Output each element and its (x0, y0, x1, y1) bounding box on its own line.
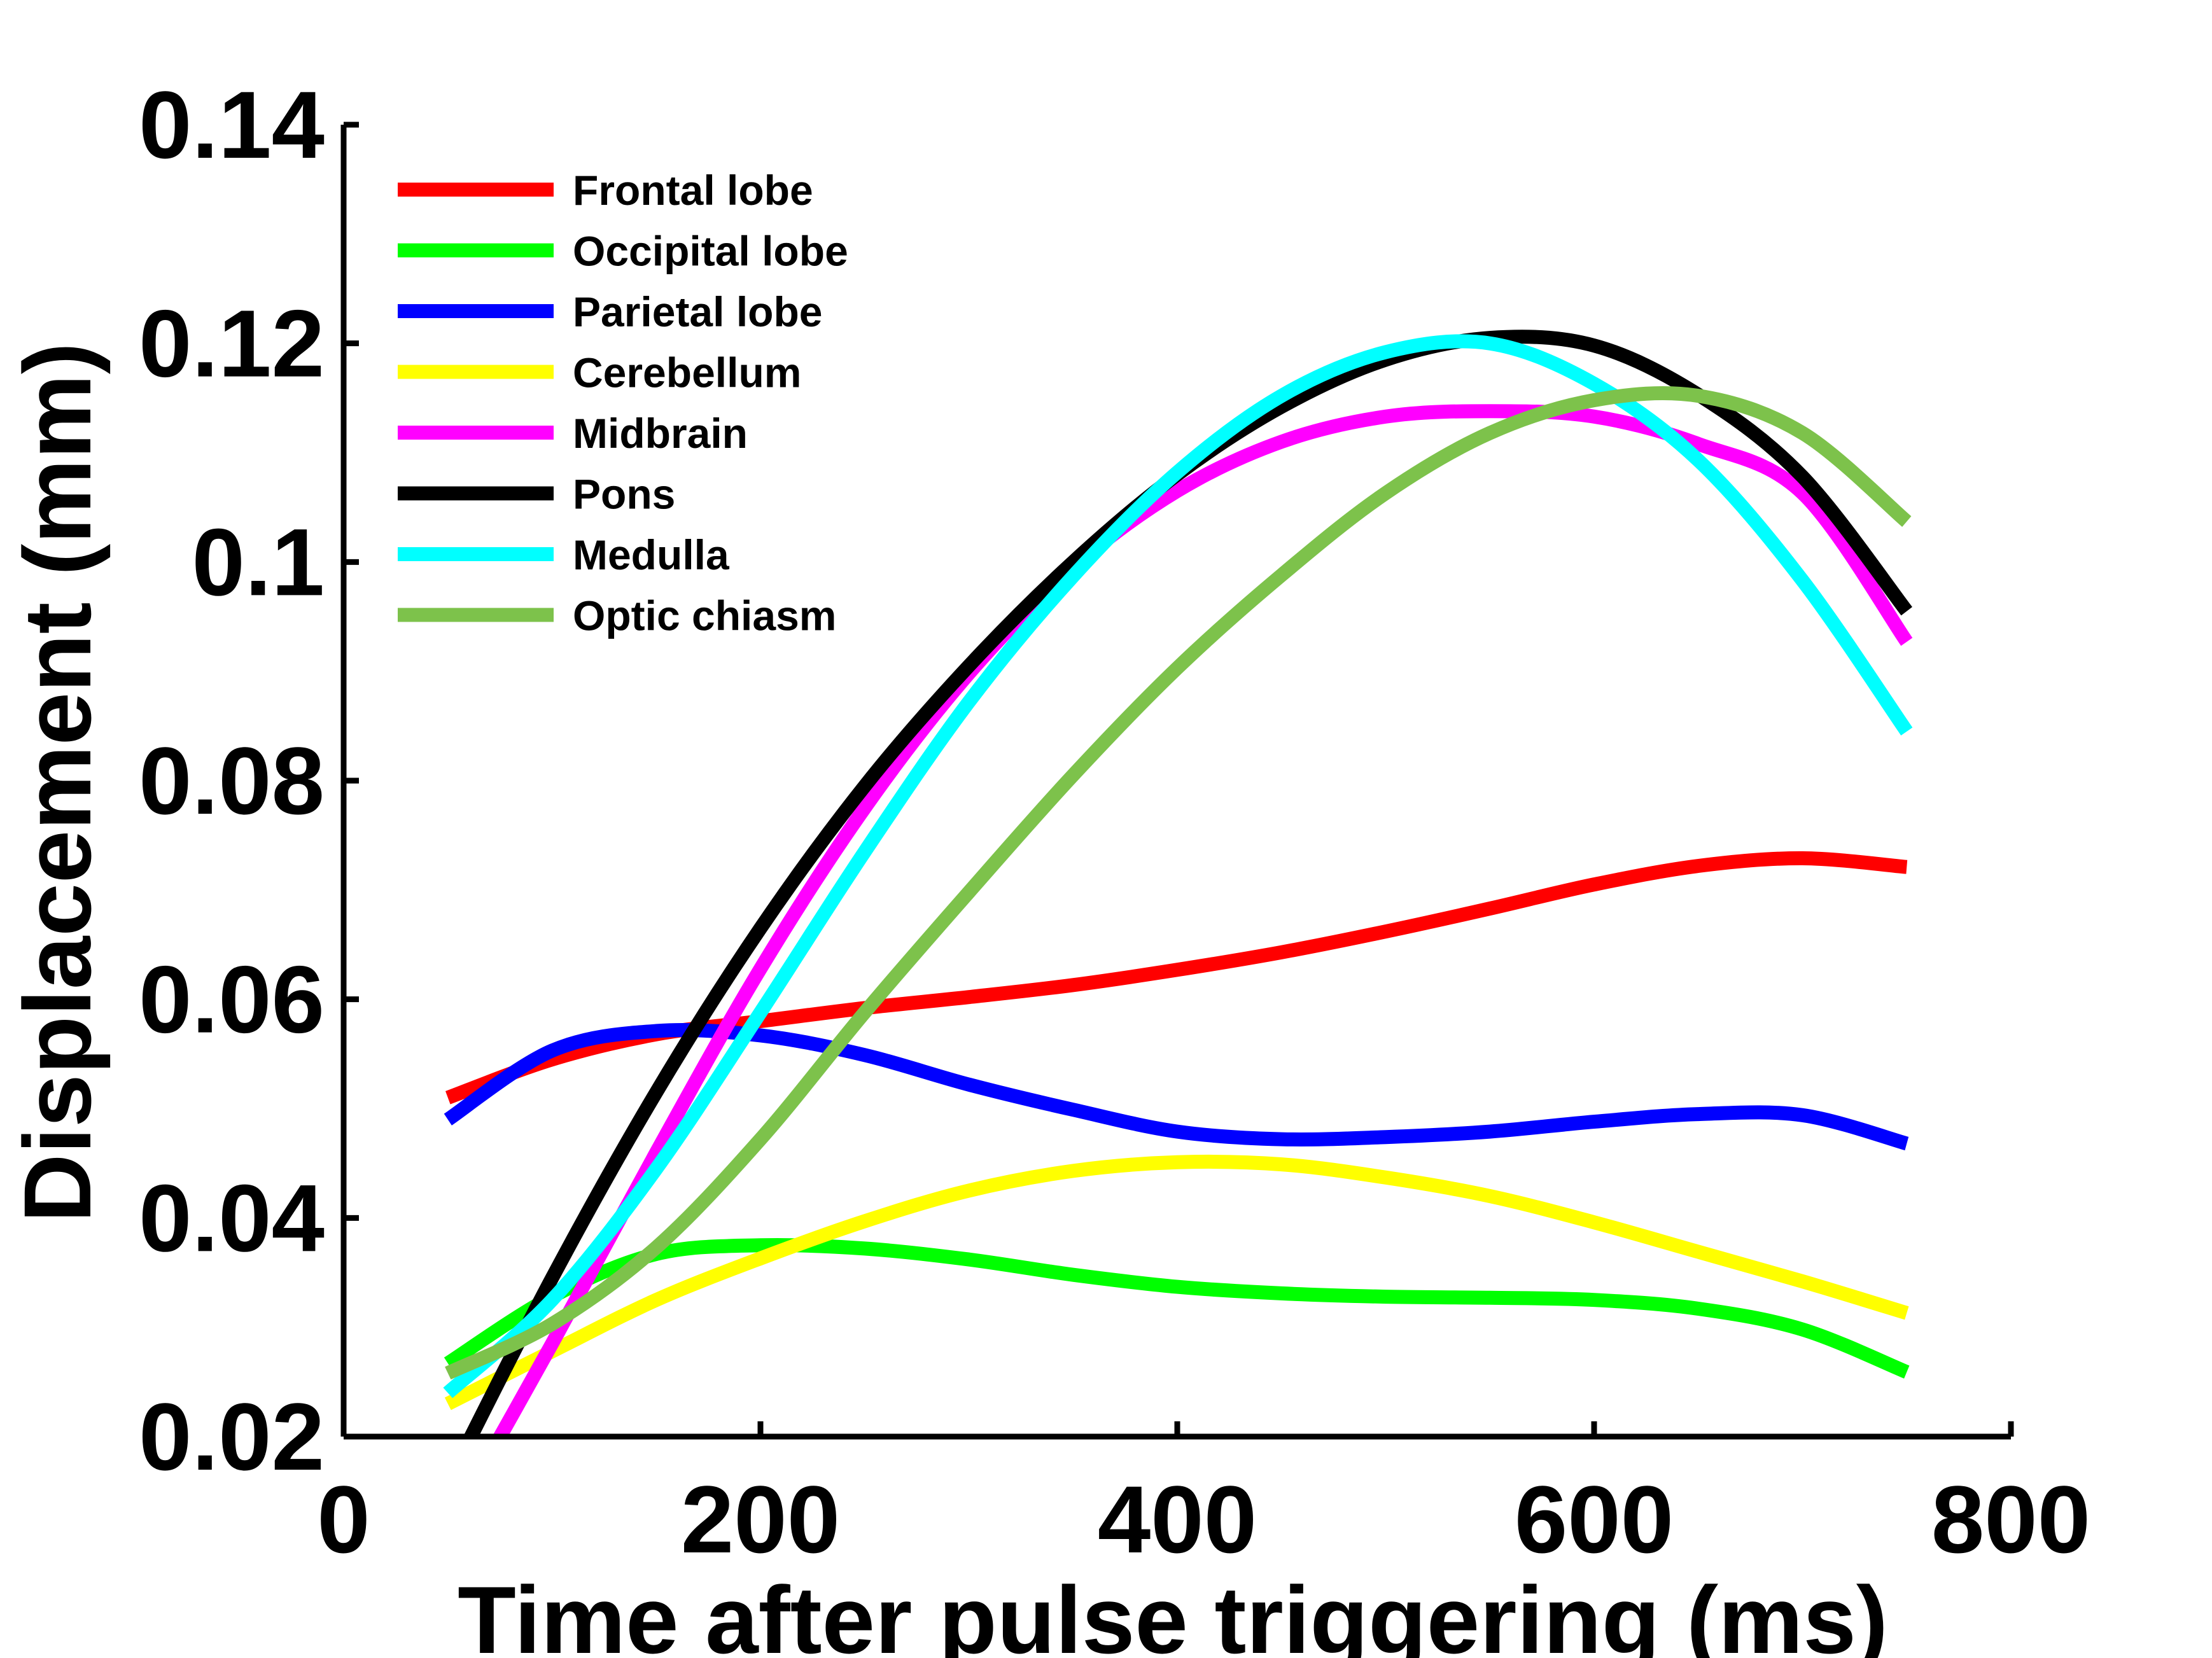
x-tick-label: 400 (1098, 1466, 1257, 1573)
legend: Frontal lobe Occipital lobe Parietal lobe C… (398, 167, 848, 639)
x-axis-title: Time after pulse triggering (ms) (458, 1566, 1888, 1658)
x-tick-label: 0 (317, 1466, 370, 1573)
y-tick-label: 0.12 (139, 290, 325, 397)
series-line-cerebellum (444, 1154, 1909, 1411)
legend-label-frontal-lobe: Frontal lobe (573, 167, 813, 214)
y-axis-title: Displacement (mm) (4, 342, 111, 1223)
x-tick-label: 800 (1931, 1466, 2090, 1573)
y-tick-label: 0.14 (139, 71, 325, 178)
x-tick-label: 200 (681, 1466, 840, 1573)
legend-label-optic-chiasm: Optic chiasm (573, 592, 836, 639)
y-tick-label: 0.1 (192, 508, 325, 615)
legend-label-occipital-lobe: Occipital lobe (573, 228, 848, 275)
series-line-parietal-lobe (444, 1023, 1909, 1151)
y-tick-label: 0.06 (139, 946, 325, 1053)
x-tick-label: 600 (1515, 1466, 1674, 1573)
axes (340, 122, 2014, 1440)
tick-labels: 0.02 0.04 0.06 0.08 0.1 0.12 0.14 0 200 400 600 800 (139, 71, 2090, 1573)
series-layer (443, 330, 1913, 1437)
y-tick-label: 0.04 (139, 1164, 325, 1271)
legend-label-parietal-lobe: Parietal lobe (573, 288, 823, 335)
legend-label-pons: Pons (573, 471, 675, 518)
y-tick-label: 0.08 (139, 727, 325, 834)
legend-label-medulla: Medulla (573, 531, 730, 578)
series-line-medulla (443, 334, 1913, 1398)
legend-label-midbrain: Midbrain (573, 410, 748, 457)
series-line-occipital-lobe (444, 1237, 1910, 1379)
y-tick-label: 0.02 (139, 1383, 325, 1490)
legend-label-cerebellum: Cerebellum (573, 349, 801, 396)
series-line-optic-chiasm (445, 386, 1912, 1380)
